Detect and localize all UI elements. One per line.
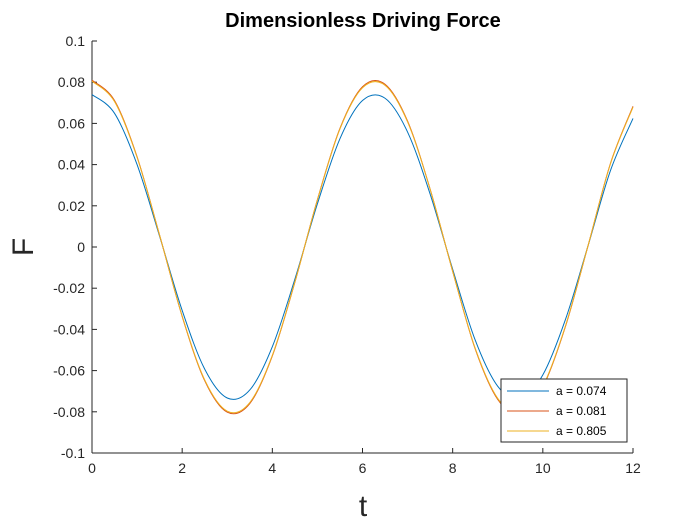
y-tick-label: 0.04 xyxy=(58,157,85,173)
series-line-1 xyxy=(91,94,634,401)
y-tick-label: 0.1 xyxy=(66,33,86,49)
x-tick-label: 2 xyxy=(178,460,186,476)
x-tick-label: 8 xyxy=(449,460,457,476)
axes: 0 2 4 6 8 10 12 0.1 0.08 0.06 0.04 0.02 0 -0.02 -0.04 -… xyxy=(53,33,641,476)
x-tick-label: 10 xyxy=(535,460,551,476)
y-tick-label: -0.08 xyxy=(53,404,85,420)
y-tick-label: -0.06 xyxy=(53,363,85,379)
legend-entry-3: a = 0.805 xyxy=(556,424,607,438)
y-tick-label: -0.1 xyxy=(61,445,85,461)
y-tick-label: 0.06 xyxy=(58,115,85,131)
y-tick-label: 0.08 xyxy=(58,74,85,90)
x-tick-label: 6 xyxy=(359,460,367,476)
y-axis-label: F xyxy=(7,238,40,256)
x-tick-label: 0 xyxy=(88,460,96,476)
y-tick-label: 0.02 xyxy=(58,198,85,214)
x-axis-label: t xyxy=(359,490,368,523)
y-tick-label: -0.02 xyxy=(53,280,85,296)
x-tick-label: 4 xyxy=(268,460,276,476)
legend-entry-1: a = 0.074 xyxy=(556,384,607,398)
y-tick-label: 0 xyxy=(77,239,85,255)
x-tick-label: 12 xyxy=(625,460,641,476)
legend-entry-2: a = 0.081 xyxy=(556,404,607,418)
legend: a = 0.074 a = 0.081 a = 0.805 xyxy=(500,378,628,443)
chart-title: Dimensionless Driving Force xyxy=(225,10,501,32)
y-tick-label: -0.04 xyxy=(53,321,85,337)
